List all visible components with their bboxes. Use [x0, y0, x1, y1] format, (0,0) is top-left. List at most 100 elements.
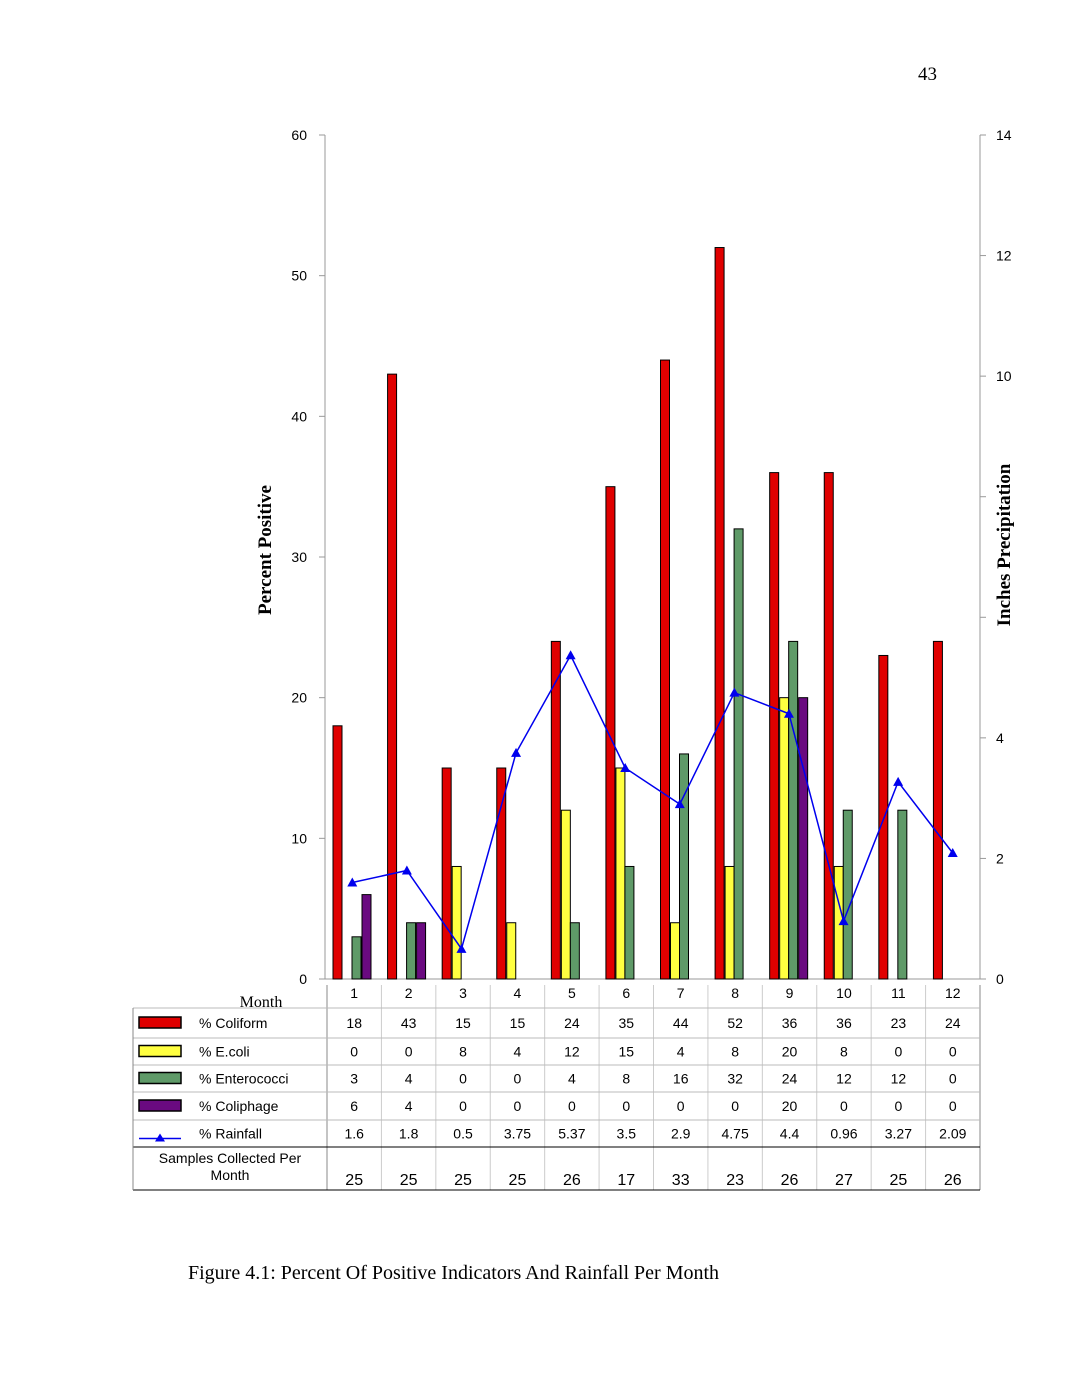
bar-ecoli-month-9 [779, 697, 790, 980]
x-axis-title: Month [240, 994, 283, 1011]
table-cell: 6 [350, 1098, 358, 1114]
table-cell: 0 [514, 1071, 522, 1087]
rainfall-marker-month-2 [401, 865, 412, 875]
bar-enterococci-month-6 [624, 865, 635, 980]
table-cell: 0.5 [453, 1126, 473, 1142]
rainfall-marker-month-1 [347, 877, 358, 887]
figure-caption: Figure 4.1: Percent Of Positive Indicato… [188, 1262, 720, 1284]
rainfall-marker-month-11 [893, 776, 904, 786]
page-number: 43 [918, 64, 937, 85]
bar-coliform-month-9 [769, 472, 780, 980]
rainfall-marker-month-6 [620, 763, 631, 772]
table-cell: 4 [677, 1044, 685, 1060]
bar-coliform-month-10 [823, 472, 834, 980]
month-label: 7 [677, 985, 685, 1001]
y2-axis-title: Inches Precipitation [994, 463, 1015, 626]
bar-enterococci-month-7 [679, 753, 689, 980]
month-label: 9 [786, 985, 794, 1001]
table-cell: 1.6 [344, 1126, 364, 1142]
bar-coliform-month-1 [332, 725, 343, 980]
legend-swatch-0 [138, 1016, 182, 1029]
samples-cell: 25 [889, 1172, 907, 1189]
legend-label: % Rainfall [199, 1126, 262, 1142]
table-cell: 8 [840, 1044, 848, 1060]
table-cell: 24 [782, 1071, 798, 1087]
table-cell: 0 [459, 1071, 467, 1087]
samples-cell: 23 [726, 1172, 744, 1189]
table-cell: 0 [459, 1098, 467, 1114]
table-cell: 4 [568, 1071, 576, 1087]
legend-label: % Enterococci [199, 1071, 288, 1087]
left-tick-label: 40 [291, 408, 307, 424]
table-cell: 8 [459, 1044, 467, 1060]
right-tick-label: 2 [996, 850, 1004, 866]
table-cell: 0 [350, 1044, 358, 1060]
bar-enterococci-month-11 [897, 809, 908, 980]
legend-label: % Coliphage [199, 1098, 279, 1114]
table-cell: 43 [401, 1015, 417, 1031]
table-cell: 4 [405, 1071, 413, 1087]
bar-coliphage-month-1 [361, 894, 372, 980]
table-cell: 0 [731, 1098, 739, 1114]
table-cell: 2.9 [671, 1126, 691, 1142]
table-cell: 0.96 [830, 1126, 857, 1142]
table-cell: 35 [619, 1015, 635, 1031]
table-cell: 20 [782, 1098, 798, 1114]
table-cell: 0 [677, 1098, 685, 1114]
left-tick-label: 10 [291, 830, 307, 846]
table-cell: 2.09 [939, 1126, 966, 1142]
bar-ecoli-month-6 [615, 767, 626, 980]
table-cell: 8 [731, 1044, 739, 1060]
table-cell: 4 [514, 1044, 522, 1060]
bar-enterococci-month-1 [351, 936, 362, 980]
table-cell: 8 [622, 1071, 630, 1087]
samples-cell: 25 [400, 1172, 418, 1189]
samples-label: Samples Collected Per Month [159, 1150, 302, 1183]
table-cell: 3.75 [504, 1126, 531, 1142]
table-cell: 0 [514, 1098, 522, 1114]
samples-cell: 25 [454, 1172, 472, 1189]
table-cell: 3.27 [885, 1126, 912, 1142]
table-cell: 12 [891, 1071, 907, 1087]
bar-coliphage-month-2 [416, 922, 427, 980]
samples-cell: 25 [345, 1172, 363, 1189]
rainfall-marker-month-9 [783, 708, 794, 718]
bar-coliform-month-11 [878, 654, 889, 980]
bar-coliphage-month-9 [798, 697, 809, 980]
y-axis-title: Percent Positive [255, 485, 276, 615]
bar-coliform-month-5 [550, 640, 561, 980]
legend-label: % E.coli [199, 1044, 250, 1060]
table-cell: 15 [455, 1015, 471, 1031]
table-cell: 0 [840, 1098, 848, 1114]
table-cell: 1.8 [399, 1126, 419, 1142]
table-cell: 0 [949, 1044, 957, 1060]
table-cell: 4.75 [722, 1126, 749, 1142]
table-cell: 15 [619, 1044, 635, 1060]
legend-swatch-3 [138, 1099, 182, 1112]
bar-coliform-month-2 [387, 373, 398, 980]
samples-cell: 26 [781, 1172, 799, 1189]
samples-cell: 17 [617, 1172, 635, 1189]
table-cell: 0 [949, 1098, 957, 1114]
table-cell: 5.37 [558, 1126, 585, 1142]
month-label: 5 [568, 985, 576, 1001]
rainfall-marker-month-12 [947, 848, 958, 858]
rainfall-marker-month-3 [456, 943, 467, 953]
table-cell: 15 [510, 1015, 526, 1031]
bar-coliform-month-3 [441, 767, 452, 980]
left-tick-label: 30 [291, 549, 307, 565]
right-tick-label: 4 [996, 730, 1004, 746]
right-tick-label: 10 [996, 368, 1012, 384]
month-label: 12 [945, 985, 961, 1001]
bar-coliform-month-4 [496, 767, 507, 980]
right-tick-label: 0 [996, 971, 1004, 987]
month-label: 6 [622, 985, 630, 1001]
bar-coliform-month-7 [660, 359, 670, 980]
bar-ecoli-month-8 [724, 865, 735, 980]
legend-swatch-1 [138, 1044, 182, 1058]
table-cell: 23 [891, 1015, 907, 1031]
bar-enterococci-month-9 [788, 640, 799, 980]
bar-ecoli-month-3 [451, 865, 462, 980]
